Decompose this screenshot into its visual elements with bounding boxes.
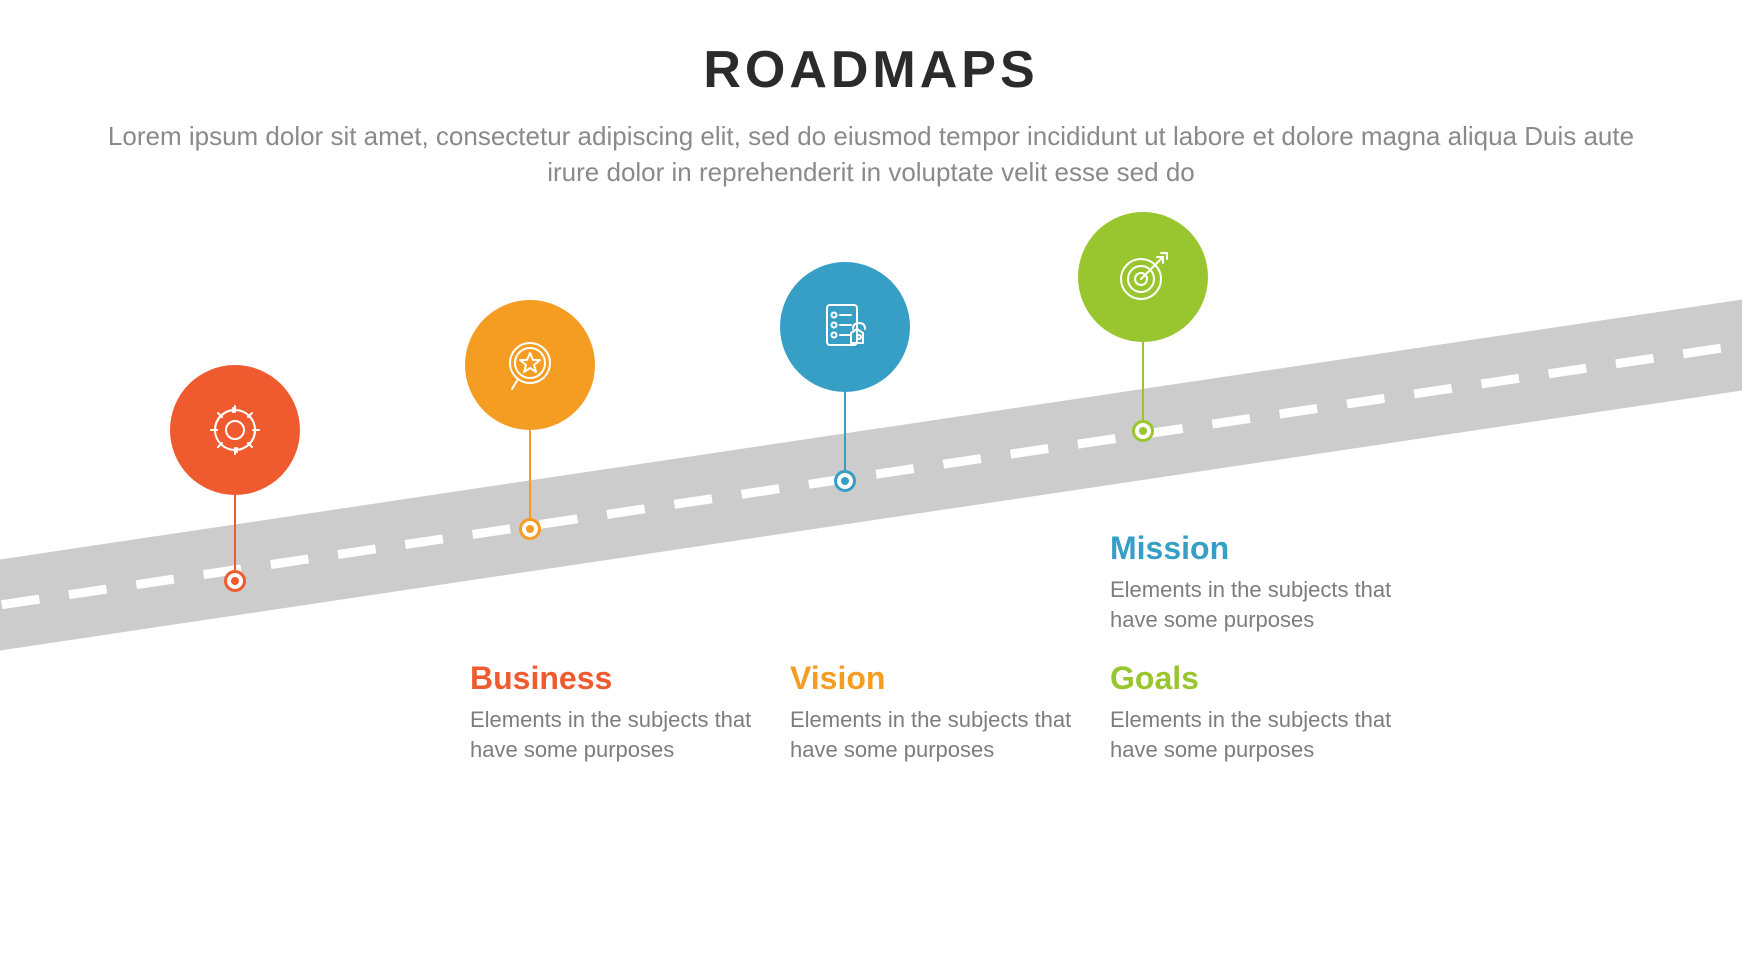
marker-pin — [224, 570, 246, 592]
text-block-goals: Goals Elements in the subjects that have … — [1110, 660, 1420, 764]
text-block-mission: Mission Elements in the subjects that hav… — [1110, 530, 1420, 634]
checklist-icon — [780, 262, 910, 392]
target-icon — [1078, 212, 1208, 342]
roadmap-marker-2 — [465, 300, 595, 430]
text-body: Elements in the subjects that have some … — [790, 705, 1100, 764]
text-heading: Mission — [1110, 530, 1420, 567]
gear-icon — [170, 365, 300, 495]
marker-pin — [1132, 420, 1154, 442]
text-block-vision: Vision Elements in the subjects that have… — [790, 660, 1100, 764]
text-body: Elements in the subjects that have some … — [1110, 705, 1420, 764]
marker-stem — [529, 430, 531, 518]
marker-stem — [1142, 342, 1144, 420]
text-block-business: Business Elements in the subjects that ha… — [470, 660, 780, 764]
header: ROADMAPS Lorem ipsum dolor sit amet, con… — [0, 40, 1742, 191]
page-title: ROADMAPS — [0, 40, 1742, 100]
marker-stem — [234, 495, 236, 570]
marker-pin — [834, 470, 856, 492]
roadmap-marker-1 — [170, 365, 300, 495]
text-body: Elements in the subjects that have some … — [470, 705, 780, 764]
text-heading: Vision — [790, 660, 1100, 697]
text-heading: Business — [470, 660, 780, 697]
marker-stem — [844, 392, 846, 470]
star-badge-icon — [465, 300, 595, 430]
marker-pin — [519, 518, 541, 540]
roadmap-marker-4 — [1078, 212, 1208, 342]
text-body: Elements in the subjects that have some … — [1110, 575, 1420, 634]
page-subtitle: Lorem ipsum dolor sit amet, consectetur … — [91, 118, 1651, 191]
text-heading: Goals — [1110, 660, 1420, 697]
roadmap-marker-3 — [780, 262, 910, 392]
